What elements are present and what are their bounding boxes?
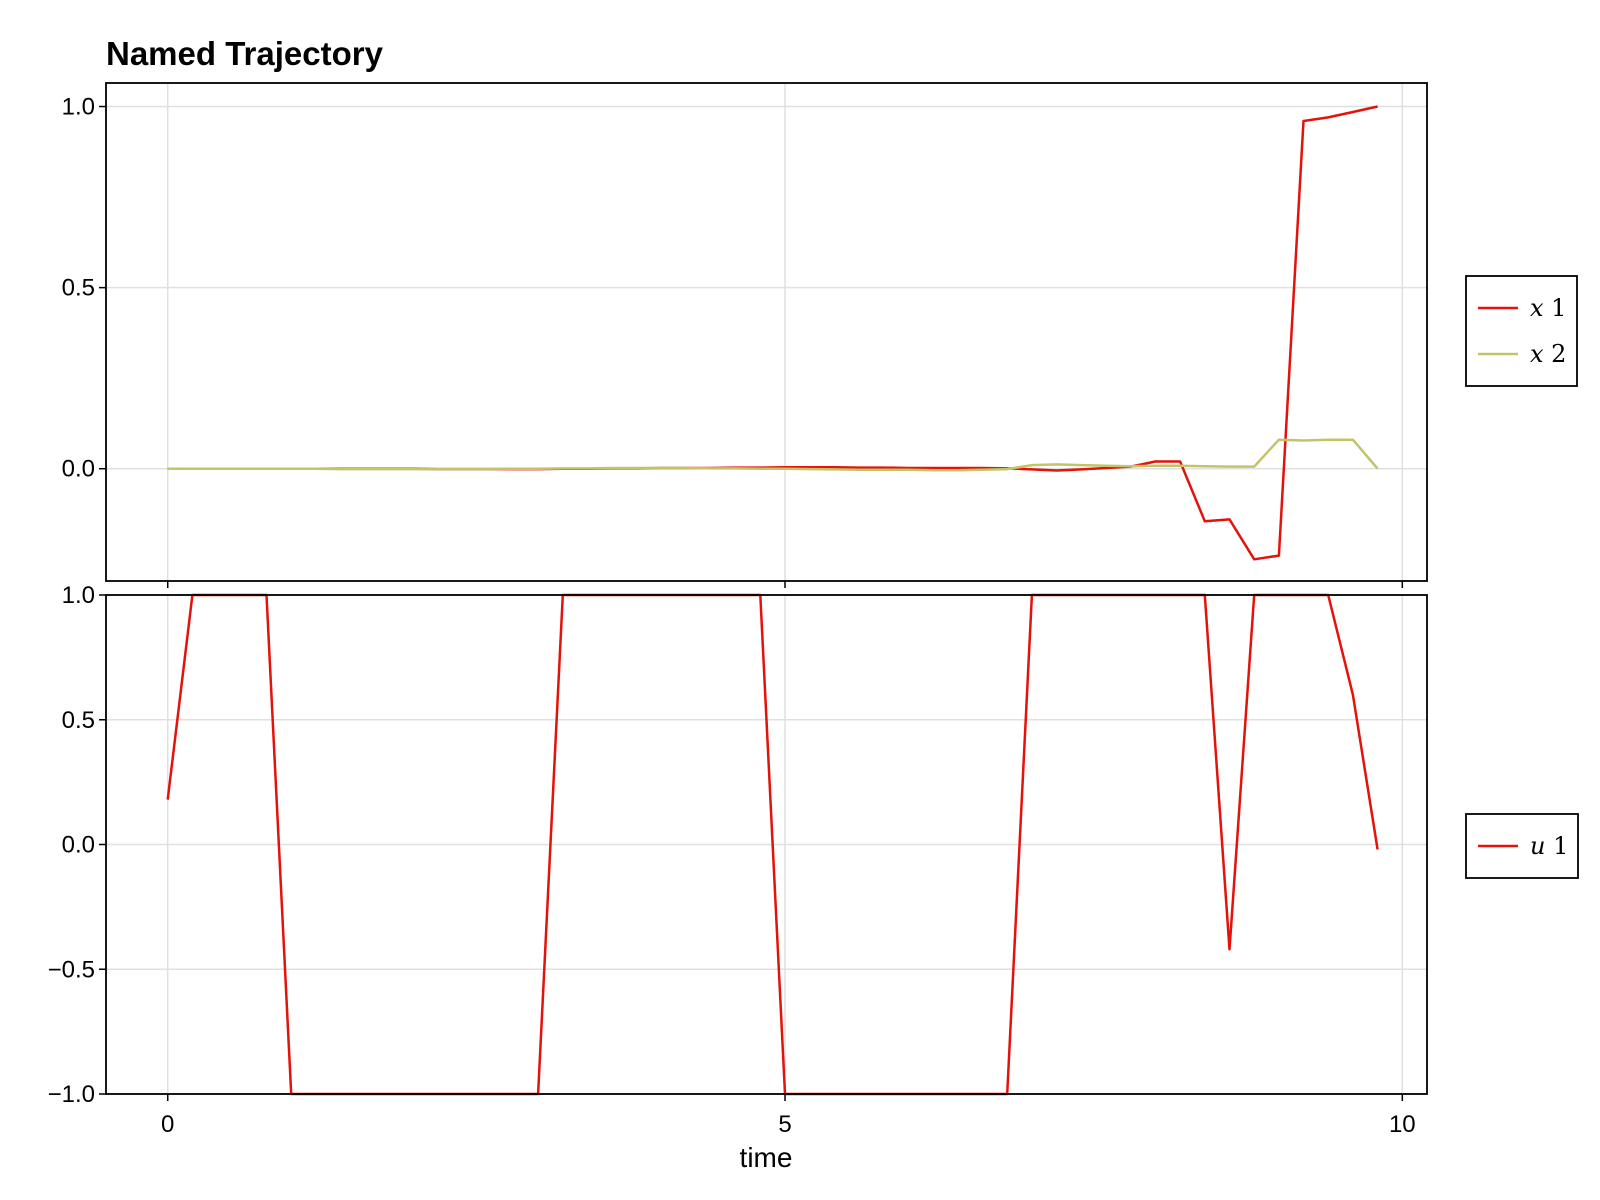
y-tick-label-3: 0.5 <box>62 707 95 734</box>
legend-label-x-2: x 2 <box>1530 340 1566 368</box>
legend: u 1 <box>1465 813 1579 879</box>
series-line-x-1 <box>167 105 1378 561</box>
y-tick-label-2: 0.0 <box>62 832 95 859</box>
y-tick-label-2: 1.0 <box>62 94 95 121</box>
legend-label-u-1: u 1 <box>1530 832 1568 860</box>
x-tick-label-0: 0 <box>161 1111 174 1138</box>
legend-label-x-1: x 1 <box>1530 294 1566 322</box>
x-tick-label-2: 10 <box>1389 1111 1416 1138</box>
legend: x 1 x 2 <box>1465 275 1578 387</box>
legend-box <box>1465 275 1578 387</box>
x-axis-label: time <box>740 1142 793 1173</box>
top-panel-state-plot: 0.0 0.5 1.0 x 1 x 2 <box>62 82 1578 588</box>
y-tick-label-4: 1.0 <box>62 582 95 609</box>
x-tick-label-1: 5 <box>778 1111 791 1138</box>
plot-frame <box>105 82 1428 582</box>
y-tick-label-1: 0.5 <box>62 275 95 302</box>
series-line-x-2 <box>167 438 1379 472</box>
y-tick-label-1: −0.5 <box>48 956 95 983</box>
y-tick-label-0: −1.0 <box>48 1081 95 1108</box>
bottom-panel-control-plot: −1.0 −0.5 0.0 0.5 1.0 0 5 10 u 1 <box>48 582 1579 1138</box>
chart-title: Named Trajectory <box>106 35 384 72</box>
y-tick-label-0: 0.0 <box>62 456 95 483</box>
